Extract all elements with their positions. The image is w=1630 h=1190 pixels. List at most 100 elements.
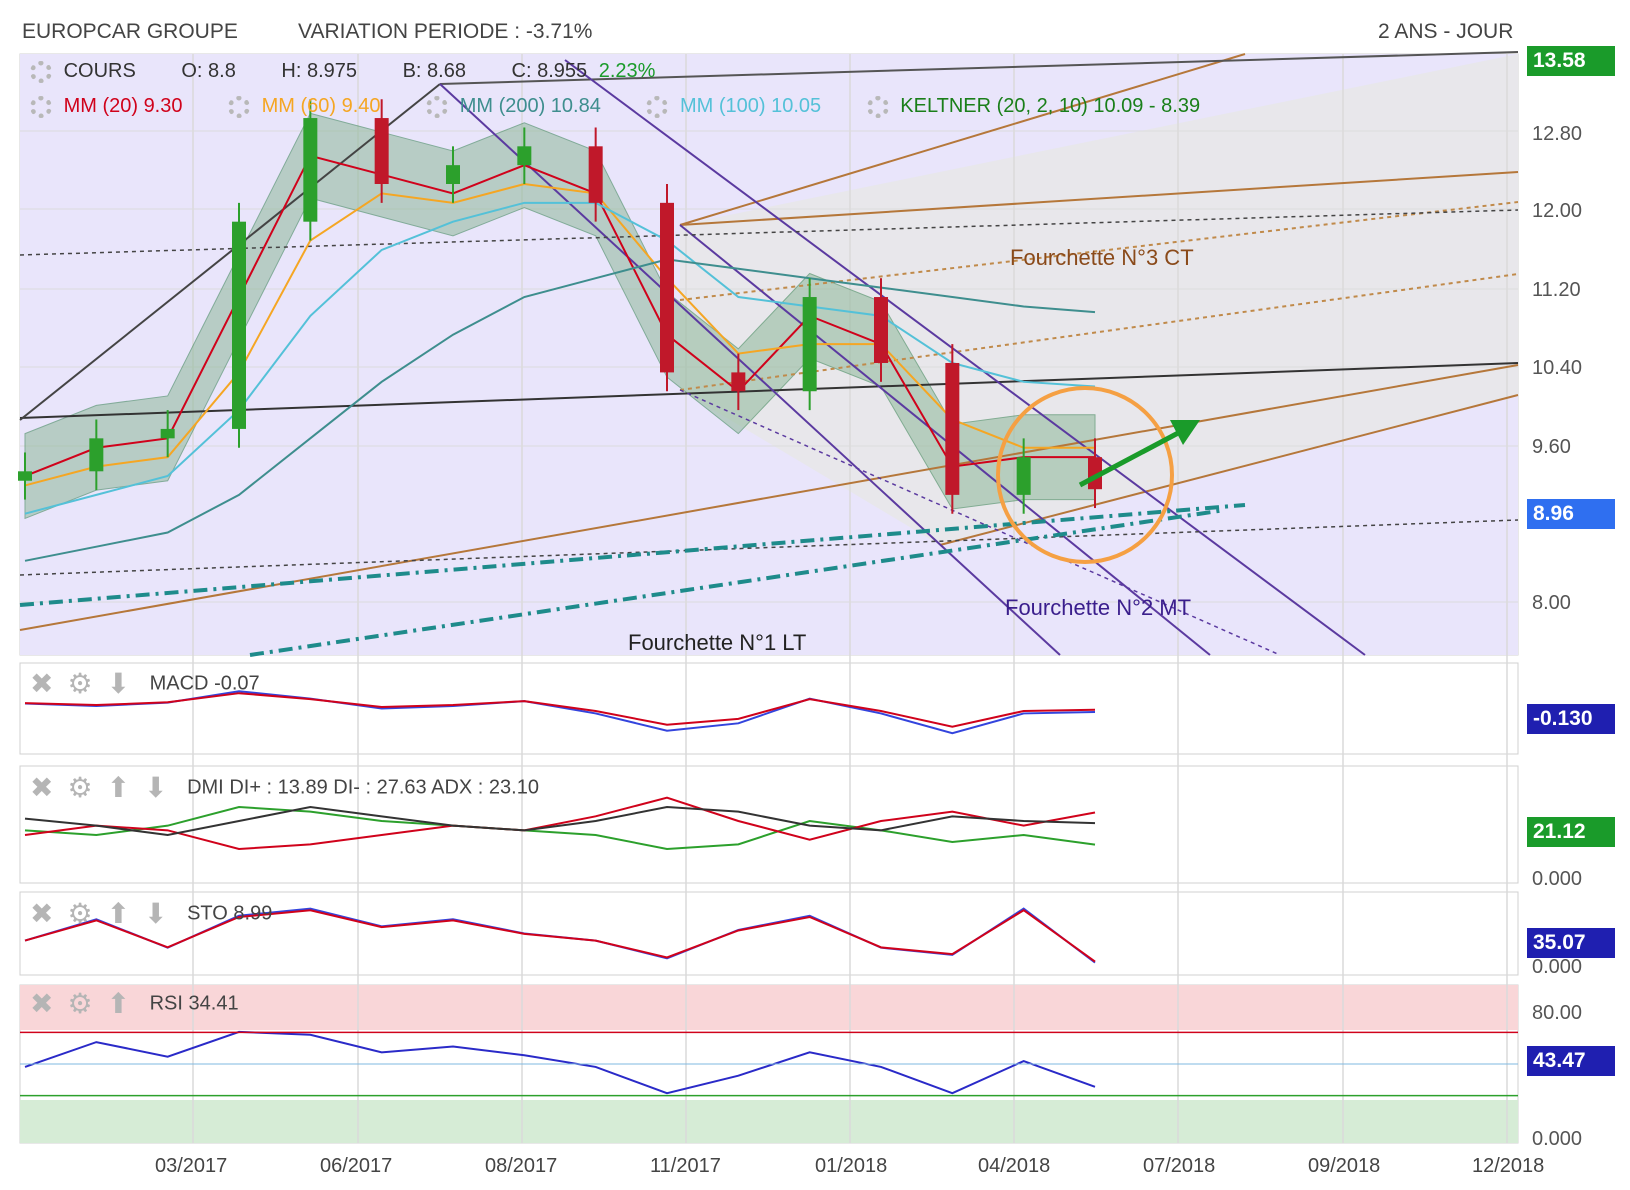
mm100-gear-icon[interactable] xyxy=(646,95,669,118)
indicator-pane xyxy=(19,765,1519,884)
macd-label: MACD xyxy=(149,672,209,695)
high-value: H: 8.975 xyxy=(281,60,358,82)
last-high-tag: 13.58 xyxy=(1527,46,1615,76)
mm200-gear-icon[interactable] xyxy=(426,95,449,118)
x-tick: 08/2017 xyxy=(485,1155,558,1177)
x-tick: 09/2018 xyxy=(1308,1155,1381,1177)
rsi-y-tick: 0.000 xyxy=(1532,1128,1583,1150)
mm20-legend[interactable]: MM (20) 9.30 xyxy=(63,95,183,117)
adx-line xyxy=(24,805,1096,837)
pitchfork-line xyxy=(19,209,1519,256)
close-value: C: 8.955 xyxy=(511,60,588,82)
candle-body xyxy=(374,118,389,184)
candle-body xyxy=(160,428,175,439)
candle-body xyxy=(1016,457,1031,495)
rsi-label: RSI xyxy=(149,992,183,1015)
move-down-icon[interactable]: ⬇ xyxy=(106,668,131,699)
dmi-tag: 21.12 xyxy=(1527,817,1615,847)
move-up-icon[interactable]: ⬆ xyxy=(106,898,131,929)
settings-gear-icon[interactable] xyxy=(30,60,52,83)
mm60-legend[interactable]: MM (60) 9.40 xyxy=(261,95,381,117)
close-pane-icon[interactable]: ✖ xyxy=(30,772,54,803)
close-pane-icon[interactable]: ✖ xyxy=(30,898,54,929)
moving-average-line xyxy=(24,201,1096,515)
mm100-legend[interactable]: MM (100) 10.05 xyxy=(679,95,822,117)
rsi-line xyxy=(24,1030,1096,1095)
pitchfork-line xyxy=(679,224,1211,656)
pitchfork-line xyxy=(439,51,1519,85)
pitchfork-line xyxy=(564,59,1366,656)
macd-tag: -0.130 xyxy=(1527,704,1615,734)
period-variation: VARIATION PERIODE : -3.71% xyxy=(298,20,593,43)
mm20-gear-icon[interactable] xyxy=(30,95,52,118)
pitchfork-line xyxy=(679,171,1519,226)
dmi-minus-line xyxy=(24,796,1096,851)
x-tick: 11/2017 xyxy=(650,1155,721,1177)
open-value: O: 8.8 xyxy=(181,60,236,82)
x-tick: 07/2018 xyxy=(1143,1155,1216,1177)
candle-body xyxy=(517,146,532,166)
moving-average-line xyxy=(24,154,1095,477)
move-down-icon[interactable]: ⬇ xyxy=(144,772,168,803)
pane-settings-icon[interactable]: ⚙ xyxy=(67,668,93,699)
sto-y-tick: 0.000 xyxy=(1532,956,1583,978)
pitchfork-line xyxy=(679,389,1281,656)
indicator-pane xyxy=(19,662,1519,755)
trend-arrow-line xyxy=(1078,429,1182,488)
keltner-gear-icon[interactable] xyxy=(866,95,889,118)
dmi-label: DMI xyxy=(187,776,224,799)
pitchfork-line xyxy=(19,519,1519,576)
y-tick: 11.20 xyxy=(1532,279,1581,301)
y-tick: 10.40 xyxy=(1532,357,1583,379)
candle-body xyxy=(18,471,32,481)
pitchfork-line xyxy=(679,273,1519,391)
trend-arrow-head xyxy=(1170,420,1200,445)
fork1-label: Fourchette N°1 LT xyxy=(628,630,807,655)
rsi-y-tick: 80.00 xyxy=(1532,1002,1583,1024)
pitchfork-line xyxy=(939,394,1519,546)
pitchfork-line xyxy=(249,508,1226,657)
dmi-y-tick: 0.000 xyxy=(1532,868,1583,890)
pitchfork-line xyxy=(19,362,1519,419)
last-price-tag: 8.96 xyxy=(1527,499,1615,529)
change-value: 2.23% xyxy=(598,60,656,82)
x-tick: 12/2018 xyxy=(1472,1155,1545,1177)
x-tick: 03/2017 xyxy=(155,1155,228,1177)
candle-body xyxy=(588,146,603,203)
rsi-overbought-zone xyxy=(20,985,1518,1030)
pane-settings-icon[interactable]: ⚙ xyxy=(67,898,93,929)
sto-tag: 35.07 xyxy=(1527,928,1615,958)
candle-body xyxy=(232,221,246,429)
period-selector[interactable]: 2 ANS - JOUR xyxy=(1378,20,1514,43)
pane-settings-icon[interactable]: ⚙ xyxy=(67,988,93,1019)
rsi-tag: 43.47 xyxy=(1527,1046,1615,1076)
x-tick: 04/2018 xyxy=(978,1155,1051,1177)
dmi-plus-line xyxy=(24,805,1096,851)
y-tick: 8.00 xyxy=(1532,592,1571,614)
moving-average-line xyxy=(24,182,1095,487)
move-down-icon[interactable]: ⬇ xyxy=(144,898,168,929)
sto-d-line xyxy=(24,909,1096,963)
pane-settings-icon[interactable]: ⚙ xyxy=(67,772,93,803)
move-up-icon[interactable]: ⬆ xyxy=(106,772,131,803)
indicator-pane xyxy=(19,891,1519,976)
pitchfork-line xyxy=(19,503,1246,607)
close-pane-icon[interactable]: ✖ xyxy=(30,988,54,1019)
x-tick: 01/2018 xyxy=(815,1155,888,1177)
highlight-circle xyxy=(996,386,1174,564)
pitchfork-line xyxy=(19,364,1519,631)
moving-average-line xyxy=(24,258,1096,562)
cours-label: COURS xyxy=(63,60,136,82)
pitchfork-line xyxy=(439,83,1061,656)
x-tick: 06/2017 xyxy=(320,1155,393,1177)
fork3-label: Fourchette N°3 CT xyxy=(1010,245,1194,270)
pitchfork-ct-area xyxy=(680,54,1518,545)
close-pane-icon[interactable]: ✖ xyxy=(30,668,54,699)
keltner-legend[interactable]: KELTNER (20, 2, 10) 10.09 - 8.39 xyxy=(900,95,1201,117)
mm60-gear-icon[interactable] xyxy=(228,95,251,118)
mm200-legend[interactable]: MM (200) 10.84 xyxy=(459,95,601,117)
instrument-title: EUROPCAR GROUPE xyxy=(22,20,238,43)
move-up-icon[interactable]: ⬆ xyxy=(106,988,131,1019)
candle-body xyxy=(802,297,817,392)
